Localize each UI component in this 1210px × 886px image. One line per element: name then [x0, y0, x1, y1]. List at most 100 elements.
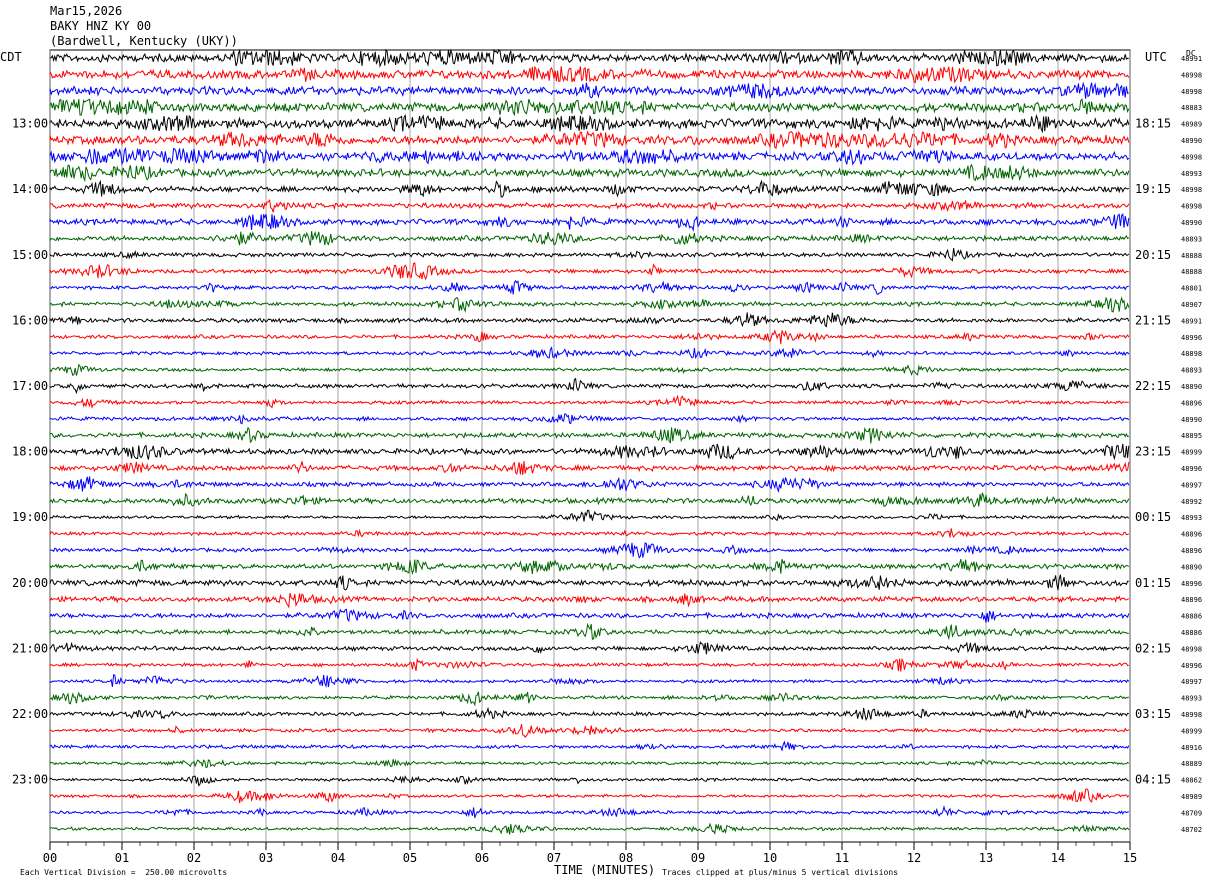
trace-row	[49, 81, 1129, 99]
dc-offset-label: 48889	[1181, 760, 1202, 768]
trace-row	[49, 758, 1130, 769]
trace-row	[49, 691, 1130, 707]
dc-offset-label: 48886	[1181, 629, 1202, 637]
trace-row	[49, 279, 1129, 296]
dc-label: DC	[1186, 49, 1196, 58]
x-tick-label: 05	[403, 851, 417, 865]
dc-offset-label: 48896	[1181, 547, 1202, 555]
dc-offset-label: 48862	[1181, 777, 1202, 785]
footer-clip: Traces clipped at plus/minus 5 vertical …	[662, 868, 899, 877]
dc-offset-label: 48888	[1181, 268, 1202, 276]
utc-hour-label: 03:15	[1135, 707, 1171, 721]
dc-offset-label: 48996	[1181, 662, 1202, 670]
cdt-hour-label: 13:00	[12, 117, 48, 131]
dc-offset-label: 48997	[1181, 481, 1202, 489]
trace-row	[49, 248, 1130, 262]
trace-group	[49, 48, 1130, 835]
dc-offset-label: 48996	[1181, 580, 1202, 588]
dc-offset-label: 48998	[1181, 71, 1202, 79]
dc-offset-label: 48997	[1181, 678, 1202, 686]
dc-offset-label: 48992	[1181, 498, 1202, 506]
chart-date: Mar15,2026	[50, 4, 123, 18]
dc-offset-label: 48996	[1181, 465, 1202, 473]
dc-offset-label: 48990	[1181, 416, 1202, 424]
dc-offset-label: 48998	[1181, 203, 1202, 211]
trace-row	[49, 394, 1129, 409]
x-tick-label: 06	[475, 851, 489, 865]
trace-row	[49, 805, 1129, 818]
dc-offset-label: 48991	[1181, 317, 1202, 325]
utc-hour-label: 22:15	[1135, 379, 1171, 393]
x-tick-label: 10	[763, 851, 777, 865]
cdt-hour-label: 19:00	[12, 510, 48, 524]
trace-row	[49, 213, 1130, 232]
dc-offset-label: 48999	[1181, 727, 1202, 735]
dc-offset-label: 48893	[1181, 235, 1202, 243]
dc-offset-label: 48916	[1181, 744, 1202, 752]
trace-row	[49, 706, 1129, 721]
x-tick-label: 07	[547, 851, 561, 865]
cdt-hour-label: 18:00	[12, 445, 48, 459]
dc-offset-label: 48893	[1181, 367, 1202, 375]
trace-row	[49, 822, 1130, 835]
utc-hour-label: 19:15	[1135, 182, 1171, 196]
dc-offset-label: 48990	[1181, 219, 1202, 227]
trace-row	[49, 641, 1130, 655]
dc-offset-label: 48998	[1181, 645, 1202, 653]
trace-row	[49, 346, 1130, 360]
cdt-hour-label: 23:00	[12, 773, 48, 787]
trace-row	[49, 296, 1130, 314]
trace-row	[49, 674, 1130, 688]
trace-row	[49, 413, 1130, 425]
trace-row	[49, 199, 1130, 213]
x-tick-label: 11	[835, 851, 849, 865]
dc-offset-label: 48886	[1181, 613, 1202, 621]
trace-row	[49, 130, 1130, 150]
x-tick-label: 09	[691, 851, 705, 865]
dc-offset-label: 48896	[1181, 596, 1202, 604]
trace-row	[49, 426, 1130, 444]
cdt-hour-label: 14:00	[12, 182, 48, 196]
dc-offset-label: 48993	[1181, 514, 1202, 522]
trace-row	[49, 528, 1130, 539]
trace-row	[49, 574, 1129, 591]
dc-offset-label: 48890	[1181, 563, 1202, 571]
trace-row	[49, 48, 1129, 68]
x-tick-label: 08	[619, 851, 633, 865]
cdt-hour-label: 20:00	[12, 576, 48, 590]
trace-row	[49, 146, 1130, 166]
x-axis-label: TIME (MINUTES)	[554, 863, 656, 877]
dc-offset-label: 48998	[1181, 711, 1202, 719]
trace-row	[49, 476, 1130, 494]
trace-row	[49, 113, 1130, 134]
trace-row	[49, 65, 1130, 84]
x-tick-label: 14	[1051, 851, 1065, 865]
utc-hour-label: 01:15	[1135, 576, 1171, 590]
station-code: BAKY HNZ KY 00	[50, 19, 152, 33]
trace-row	[49, 329, 1130, 345]
trace-row	[49, 592, 1130, 609]
x-tick-label: 13	[979, 851, 993, 865]
dc-offset-label: 48996	[1181, 334, 1202, 342]
dc-offset-label: 48801	[1181, 285, 1202, 293]
trace-row	[49, 312, 1130, 328]
trace-row	[49, 740, 1130, 751]
dc-offset-label: 48998	[1181, 88, 1202, 96]
utc-hour-label: 04:15	[1135, 773, 1171, 787]
trace-row	[49, 608, 1130, 623]
dc-offset-label: 48999	[1181, 449, 1202, 457]
dc-offset-label: 48896	[1181, 531, 1202, 539]
dc-offset-label: 48895	[1181, 432, 1202, 440]
time-axis: 00 01 02 03 04 05 06 07 08 09 10 11 12 13 14 15 48991 489…	[12, 55, 1202, 865]
utc-hour-label: 23:15	[1135, 445, 1171, 459]
trace-row	[49, 163, 1130, 183]
trace-row	[49, 788, 1130, 804]
dc-offset-label: 48890	[1181, 383, 1202, 391]
trace-row	[49, 363, 1130, 377]
cdt-label: CDT	[0, 50, 22, 64]
trace-row	[49, 775, 1129, 787]
cdt-hour-label: 22:00	[12, 707, 48, 721]
x-tick-label: 12	[907, 851, 921, 865]
trace-row	[49, 492, 1130, 508]
trace-row	[49, 377, 1130, 395]
